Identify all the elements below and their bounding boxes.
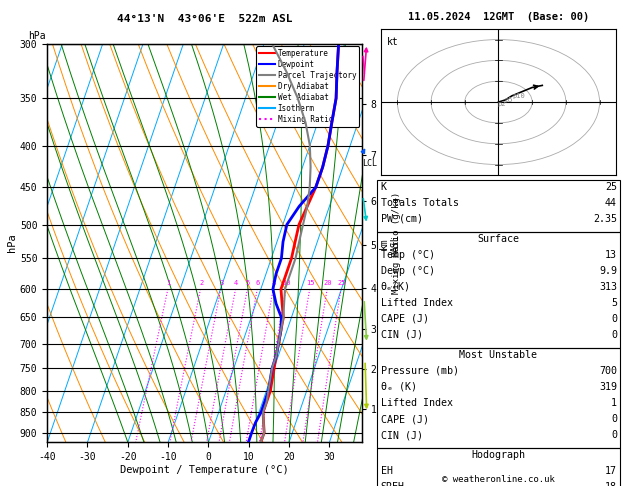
Text: 1: 1 <box>166 280 170 286</box>
Text: Hodograph: Hodograph <box>472 450 525 460</box>
Text: Most Unstable: Most Unstable <box>459 350 538 360</box>
Text: 25: 25 <box>337 280 346 286</box>
Text: 18: 18 <box>605 482 617 486</box>
Text: Lifted Index: Lifted Index <box>381 298 452 308</box>
Text: 2: 2 <box>199 280 203 286</box>
Text: 10: 10 <box>282 280 291 286</box>
Text: 0: 0 <box>611 430 617 440</box>
Text: 3: 3 <box>219 280 223 286</box>
Text: 5: 5 <box>611 298 617 308</box>
Text: Lifted Index: Lifted Index <box>381 398 452 408</box>
Text: 319: 319 <box>599 382 617 392</box>
Text: Totals Totals: Totals Totals <box>381 198 459 208</box>
Text: 700: 700 <box>599 366 617 376</box>
Text: Dewp (°C): Dewp (°C) <box>381 266 435 276</box>
Y-axis label: km
ASL: km ASL <box>379 234 401 252</box>
Text: 11.05.2024  12GMT  (Base: 00): 11.05.2024 12GMT (Base: 00) <box>408 12 589 22</box>
Text: Temp (°C): Temp (°C) <box>381 250 435 260</box>
Text: θₑ (K): θₑ (K) <box>381 382 416 392</box>
Text: 8: 8 <box>272 280 276 286</box>
Text: 0: 0 <box>611 330 617 340</box>
Text: 15: 15 <box>306 280 314 286</box>
Text: CAPE (J): CAPE (J) <box>381 314 428 324</box>
Text: CAPE (J): CAPE (J) <box>381 414 428 424</box>
Text: 5: 5 <box>246 280 250 286</box>
Text: Pressure (mb): Pressure (mb) <box>381 366 459 376</box>
Text: 4: 4 <box>234 280 238 286</box>
Text: 0: 0 <box>611 414 617 424</box>
Text: Mixing Ratio (g/kg): Mixing Ratio (g/kg) <box>392 192 401 294</box>
Text: 313: 313 <box>599 282 617 292</box>
Text: 1: 1 <box>611 398 617 408</box>
Text: 13: 13 <box>605 250 617 260</box>
Text: 44: 44 <box>605 198 617 208</box>
Text: p10: p10 <box>513 93 525 99</box>
Text: 20: 20 <box>323 280 332 286</box>
Text: 6: 6 <box>256 280 260 286</box>
Text: 0: 0 <box>611 314 617 324</box>
Text: PW (cm): PW (cm) <box>381 214 423 224</box>
Text: SREH: SREH <box>381 482 404 486</box>
Text: 44°13'N  43°06'E  522m ASL: 44°13'N 43°06'E 522m ASL <box>116 14 292 24</box>
X-axis label: Dewpoint / Temperature (°C): Dewpoint / Temperature (°C) <box>120 465 289 475</box>
Y-axis label: hPa: hPa <box>7 234 17 252</box>
Legend: Temperature, Dewpoint, Parcel Trajectory, Dry Adiabat, Wet Adiabat, Isotherm, Mi: Temperature, Dewpoint, Parcel Trajectory… <box>256 46 359 126</box>
Text: 2.35: 2.35 <box>593 214 617 224</box>
Text: 9.9: 9.9 <box>599 266 617 276</box>
Text: K: K <box>381 182 387 192</box>
Text: Surface: Surface <box>477 234 520 244</box>
Text: EH: EH <box>381 466 392 476</box>
Text: θₑ(K): θₑ(K) <box>381 282 411 292</box>
Text: LCL: LCL <box>362 158 377 168</box>
Text: CIN (J): CIN (J) <box>381 330 423 340</box>
Text: kt: kt <box>387 37 399 48</box>
Text: © weatheronline.co.uk: © weatheronline.co.uk <box>442 474 555 484</box>
Text: 25: 25 <box>605 182 617 192</box>
Text: hPa: hPa <box>28 31 46 41</box>
Text: 17: 17 <box>605 466 617 476</box>
Text: CIN (J): CIN (J) <box>381 430 423 440</box>
Text: p5: p5 <box>504 97 513 103</box>
Text: p2: p2 <box>498 101 506 107</box>
